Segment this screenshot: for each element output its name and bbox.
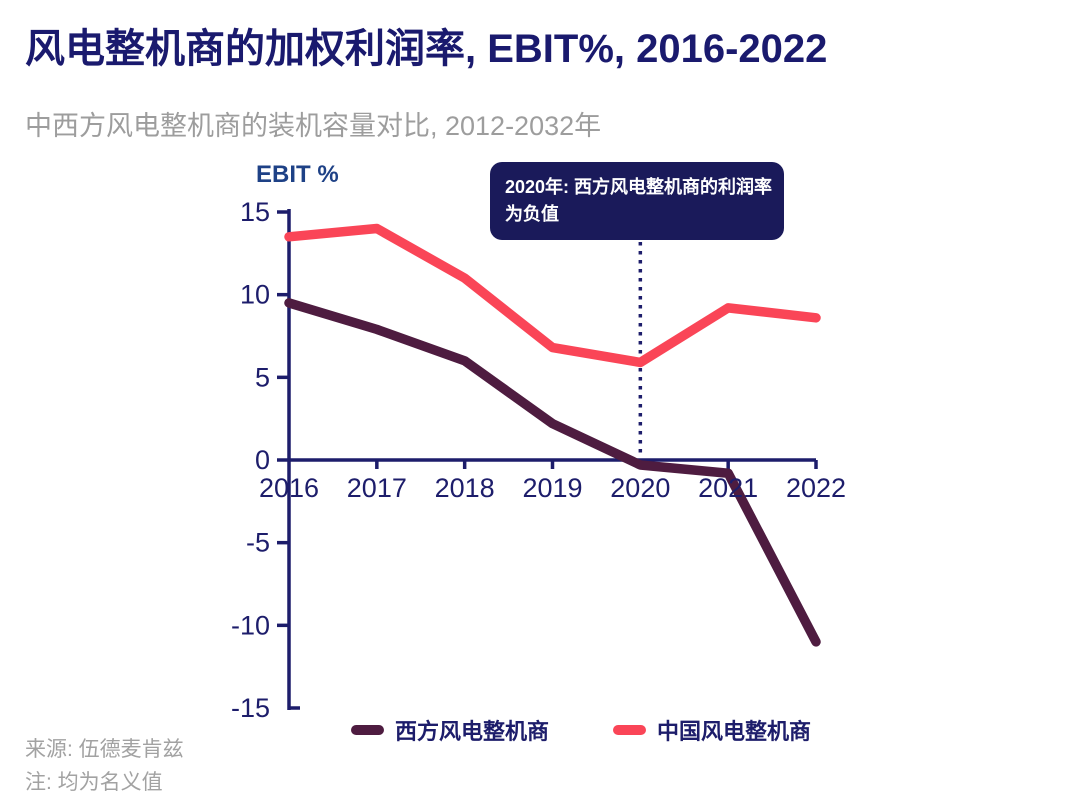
x-tick-label: 2019: [522, 473, 582, 503]
legend-label-china: 中国风电整机商: [657, 719, 812, 744]
source-note: 来源: 伍德麦肯兹: [25, 738, 184, 761]
y-tick-label: 15: [240, 197, 270, 227]
annotation-line2: 为负值: [505, 204, 559, 224]
footnote: 注: 均为名义值: [25, 771, 163, 794]
y-tick-label: 10: [240, 280, 270, 310]
y-tick-label: -15: [231, 693, 270, 723]
y-tick-label: -5: [246, 528, 270, 558]
annotation-callout: 2020年: 西方风电整机商的利润率 为负值: [490, 162, 784, 240]
page-title: 风电整机商的加权利润率, EBIT%, 2016-2022: [25, 27, 828, 71]
annotation-line1: 2020年: 西方风电整机商的利润率: [505, 177, 773, 197]
x-tick-label: 2016: [259, 473, 319, 503]
page-subtitle: 中西方风电整机商的装机容量对比, 2012-2032年: [25, 111, 602, 141]
series-line-0: [284, 298, 821, 647]
x-tick-label: 2017: [347, 473, 407, 503]
x-tick-label: 2021: [698, 473, 758, 503]
y-tick-label: 0: [255, 445, 270, 475]
x-tick-label: 2020: [610, 473, 670, 503]
y-tick-label: -10: [231, 610, 270, 640]
legend-label-western: 西方风电整机商: [395, 719, 550, 744]
y-axis-title: EBIT %: [256, 161, 339, 188]
legend: 西方风电整机商 中国风电整机商: [351, 714, 811, 746]
legend-item-western: 西方风电整机商: [351, 714, 549, 746]
x-tick-label: 2018: [435, 473, 495, 503]
legend-swatch-western-icon: [351, 725, 384, 735]
legend-swatch-china-icon: [613, 725, 647, 735]
y-tick-label: 5: [255, 362, 270, 392]
series-line-1: [284, 223, 821, 368]
x-tick-label: 2022: [786, 473, 846, 503]
legend-item-china: 中国风电整机商: [613, 714, 811, 746]
